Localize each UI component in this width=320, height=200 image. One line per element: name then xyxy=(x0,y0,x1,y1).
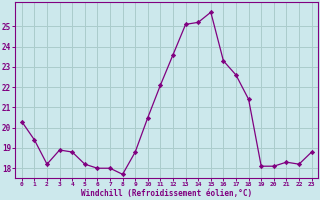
X-axis label: Windchill (Refroidissement éolien,°C): Windchill (Refroidissement éolien,°C) xyxy=(81,189,252,198)
